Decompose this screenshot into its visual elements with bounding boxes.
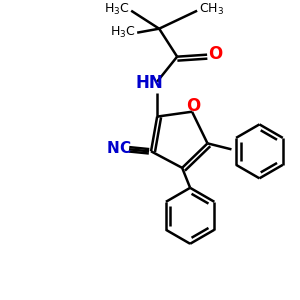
Text: N: N <box>107 141 119 156</box>
Text: O: O <box>186 97 200 115</box>
Text: H$_3$C: H$_3$C <box>110 25 135 40</box>
Text: C: C <box>119 141 130 156</box>
Text: H$_3$C: H$_3$C <box>103 2 129 17</box>
Text: O: O <box>208 45 222 63</box>
Text: HN: HN <box>135 74 163 92</box>
Text: CH$_3$: CH$_3$ <box>199 2 224 17</box>
